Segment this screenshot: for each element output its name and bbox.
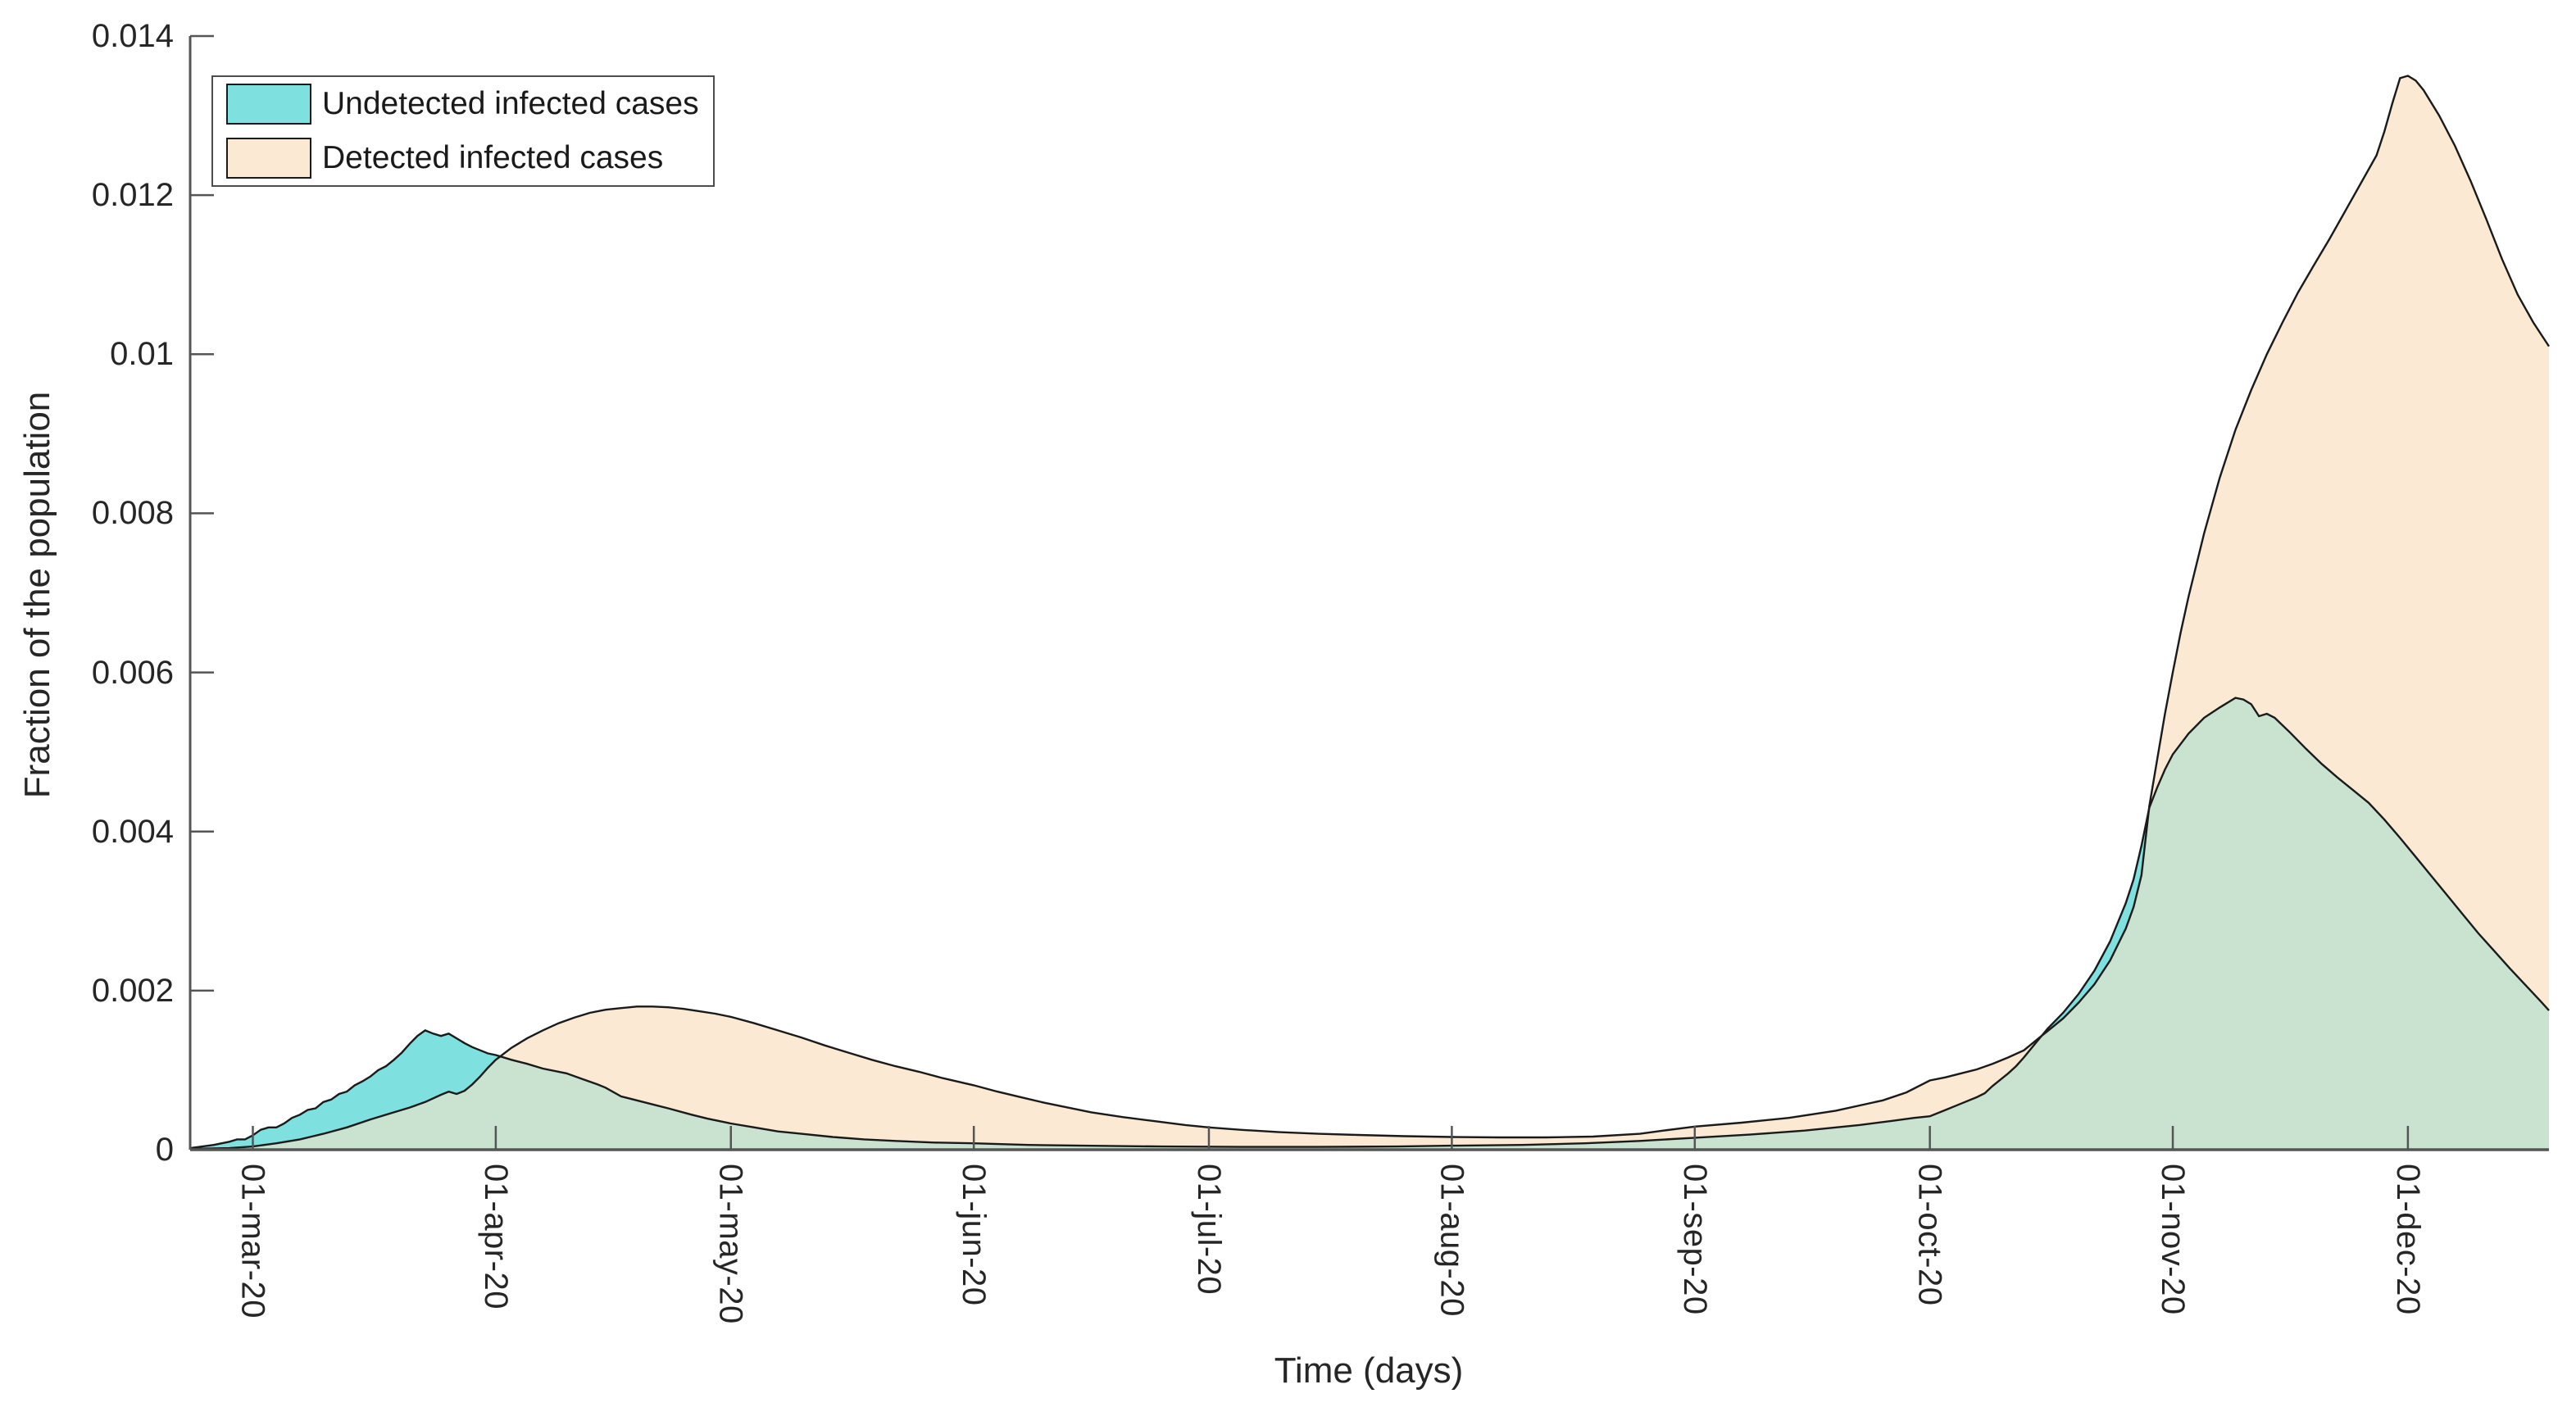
legend-label: Detected infected cases [322,140,664,175]
x-tick-label: 01-jun-20 [956,1164,993,1306]
legend-label: Undetected infected cases [322,86,699,121]
y-tick-label: 0 [155,1132,174,1168]
y-tick-label: 0.014 [91,18,174,54]
y-tick-label: 0.01 [110,336,174,373]
x-tick-label: 01-dec-20 [2389,1164,2426,1315]
x-tick-label: 01-jul-20 [1190,1164,1227,1296]
x-tick-label: 01-sep-20 [1676,1164,1713,1315]
y-tick-label: 0.008 [91,495,174,532]
legend-swatch-icon [226,84,311,125]
x-tick-label: 01-mar-20 [234,1164,271,1319]
x-tick-label: 01-apr-20 [477,1164,514,1309]
x-tick-label: 01-may-20 [712,1164,749,1324]
y-tick-label: 0.006 [91,654,174,691]
x-tick-label: 01-oct-20 [1911,1164,1948,1306]
y-tick-label: 0.002 [91,972,174,1009]
legend: Undetected infected cases Detected infect… [211,75,715,187]
x-tick-label: 01-aug-20 [1433,1164,1470,1317]
y-tick-label: 0.012 [91,177,174,214]
x-tick-label: 01-nov-20 [2155,1164,2192,1315]
y-tick-label: 0.004 [91,813,174,850]
detected-curve-outline [189,75,2551,1151]
legend-swatch-icon [226,138,311,179]
legend-item: Detected infected cases [226,137,713,179]
legend-item: Undetected infected cases [226,83,713,125]
x-axis-label: Time (days) [1274,1350,1464,1391]
undetected-curve-outline [189,697,2550,1150]
y-axis-label: Fraction of the population [17,391,57,799]
overlap-area [190,697,2549,1150]
